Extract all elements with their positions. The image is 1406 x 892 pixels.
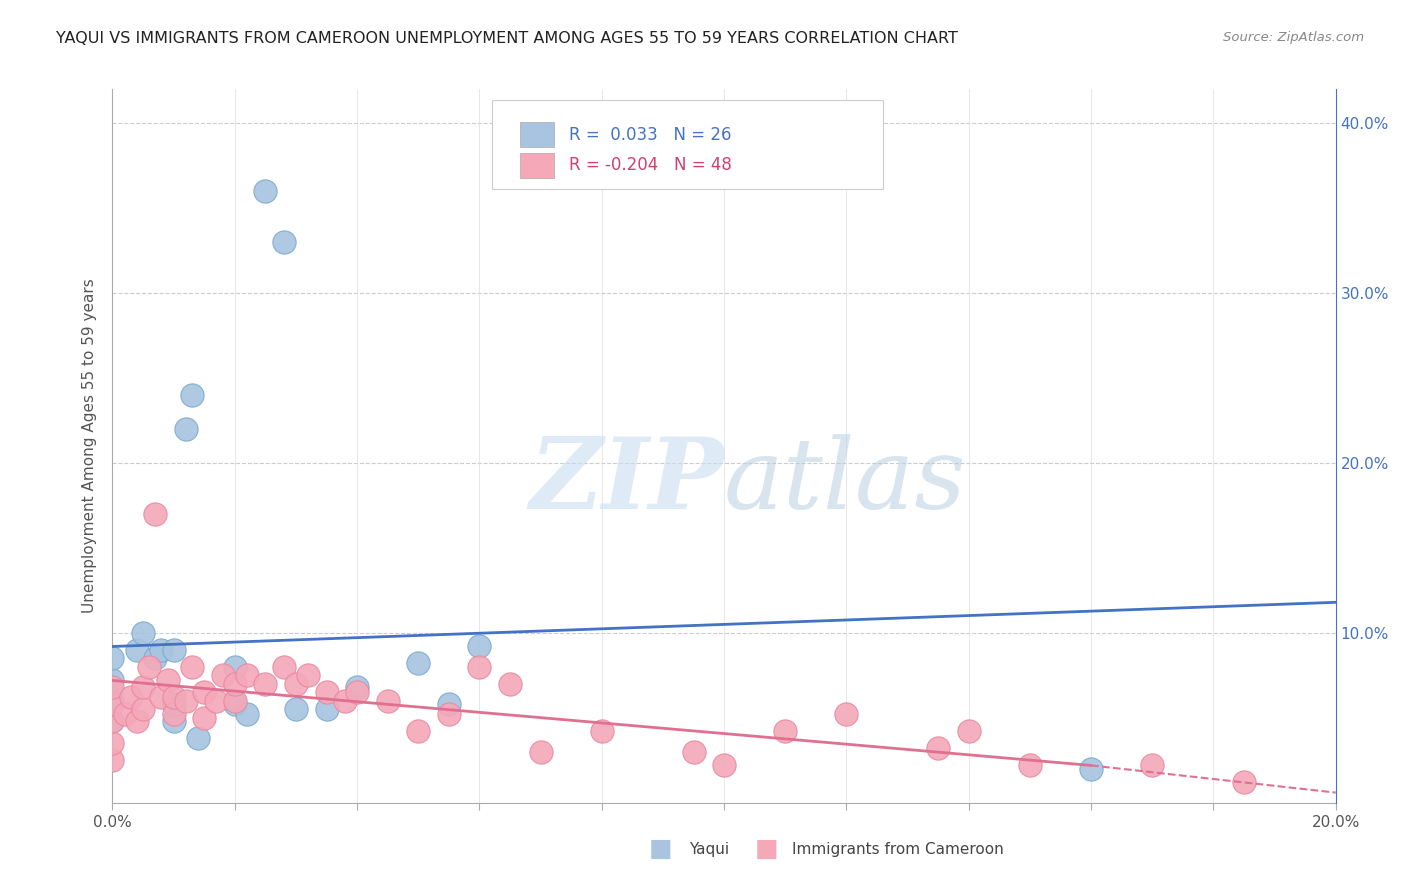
Point: [224, 698, 246, 712]
Point: [174, 422, 197, 436]
Point: [132, 626, 155, 640]
Text: ■: ■: [650, 838, 672, 861]
Point: [333, 694, 356, 708]
Point: [315, 685, 337, 699]
FancyBboxPatch shape: [520, 122, 554, 147]
Point: [273, 235, 295, 249]
Point: [835, 707, 858, 722]
Point: [437, 698, 460, 712]
Text: atlas: atlas: [724, 434, 967, 529]
Point: [224, 660, 246, 674]
Point: [591, 724, 613, 739]
Point: [377, 694, 399, 708]
Point: [163, 698, 186, 712]
Point: [468, 660, 491, 674]
Point: [101, 680, 124, 694]
Point: [211, 668, 233, 682]
Point: [101, 694, 124, 708]
Text: Immigrants from Cameroon: Immigrants from Cameroon: [792, 842, 1004, 856]
Point: [143, 651, 166, 665]
Point: [101, 714, 124, 729]
Point: [193, 685, 215, 699]
Point: [101, 714, 124, 729]
Point: [224, 694, 246, 708]
Point: [254, 677, 277, 691]
Point: [163, 714, 186, 729]
Point: [713, 758, 735, 772]
Point: [101, 651, 124, 665]
Text: ■: ■: [755, 838, 778, 861]
Point: [297, 668, 319, 682]
Point: [101, 753, 124, 767]
Point: [1080, 762, 1102, 776]
Point: [114, 707, 136, 722]
Point: [101, 673, 124, 688]
Point: [236, 707, 259, 722]
Point: [408, 724, 430, 739]
Point: [224, 677, 246, 691]
FancyBboxPatch shape: [520, 153, 554, 178]
Point: [468, 640, 491, 654]
Point: [163, 690, 186, 705]
Point: [163, 707, 186, 722]
Point: [273, 660, 295, 674]
Point: [150, 690, 173, 705]
Point: [132, 680, 155, 694]
Point: [138, 660, 160, 674]
Text: R = -0.204   N = 48: R = -0.204 N = 48: [569, 156, 731, 174]
Point: [163, 643, 186, 657]
Point: [682, 745, 704, 759]
Point: [346, 685, 368, 699]
Point: [408, 657, 430, 671]
Text: ZIP: ZIP: [529, 434, 724, 530]
Point: [150, 643, 173, 657]
Point: [927, 741, 949, 756]
Point: [193, 711, 215, 725]
Point: [132, 702, 155, 716]
Point: [346, 680, 368, 694]
Point: [125, 643, 148, 657]
Text: Source: ZipAtlas.com: Source: ZipAtlas.com: [1223, 31, 1364, 45]
Text: R =  0.033   N = 26: R = 0.033 N = 26: [569, 126, 731, 144]
Point: [499, 677, 522, 691]
Point: [1142, 758, 1164, 772]
Point: [437, 707, 460, 722]
Point: [205, 694, 228, 708]
Text: YAQUI VS IMMIGRANTS FROM CAMEROON UNEMPLOYMENT AMONG AGES 55 TO 59 YEARS CORRELA: YAQUI VS IMMIGRANTS FROM CAMEROON UNEMPL…: [56, 31, 957, 46]
Point: [101, 736, 124, 750]
Point: [181, 660, 204, 674]
FancyBboxPatch shape: [492, 100, 883, 189]
Point: [1233, 775, 1256, 789]
Point: [284, 677, 308, 691]
Point: [957, 724, 980, 739]
Point: [156, 673, 179, 688]
Point: [236, 668, 259, 682]
Y-axis label: Unemployment Among Ages 55 to 59 years: Unemployment Among Ages 55 to 59 years: [82, 278, 97, 614]
Text: Yaqui: Yaqui: [689, 842, 730, 856]
Point: [143, 507, 166, 521]
Point: [125, 714, 148, 729]
Point: [530, 745, 553, 759]
Point: [120, 690, 142, 705]
Point: [181, 388, 204, 402]
Point: [284, 702, 308, 716]
Point: [1018, 758, 1040, 772]
Point: [315, 702, 337, 716]
Point: [254, 184, 277, 198]
Point: [187, 731, 209, 746]
Point: [775, 724, 797, 739]
Point: [174, 694, 197, 708]
Point: [101, 698, 124, 712]
